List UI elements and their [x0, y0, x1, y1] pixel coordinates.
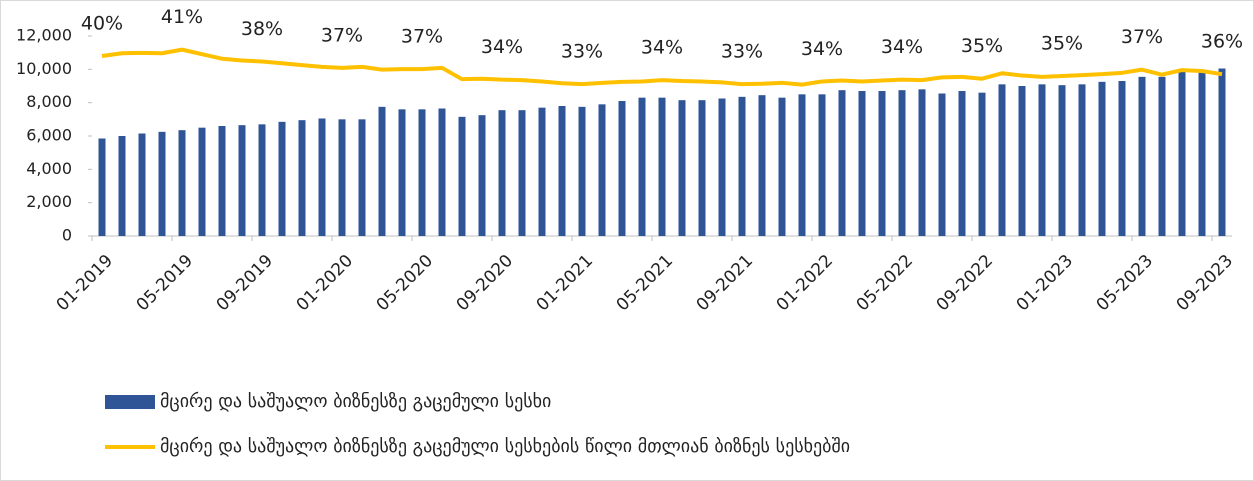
bar: [658, 97, 666, 237]
data-label: 35%: [961, 35, 1003, 57]
data-label: 34%: [641, 37, 683, 59]
bar: [1198, 71, 1206, 236]
data-label: 36%: [1201, 31, 1243, 53]
bar: [238, 125, 246, 236]
bar: [498, 110, 506, 236]
bar: [1038, 84, 1046, 236]
line: [101, 47, 1223, 87]
bar: [558, 106, 566, 236]
bar: [878, 91, 886, 236]
bar: [838, 90, 846, 237]
bar: [118, 136, 126, 236]
bar: [358, 119, 366, 236]
bar: [898, 90, 906, 237]
bar: [438, 108, 446, 236]
bar: [758, 95, 766, 237]
bar: [938, 93, 946, 236]
y-tick-label: 4,000: [26, 159, 72, 178]
y-tick-label: 0: [62, 226, 72, 245]
bar: [198, 127, 206, 236]
bar: [598, 104, 606, 236]
bar: [418, 109, 426, 236]
bar: [378, 106, 386, 236]
bar: [1178, 69, 1186, 236]
data-label: 33%: [561, 41, 603, 63]
bar: [258, 124, 266, 236]
data-label: 33%: [721, 41, 763, 63]
legend-label: მცირე და საშუალო ბიზნესზე გაცემული სესხე…: [160, 436, 850, 457]
bar: [1018, 86, 1026, 236]
bar: [818, 94, 826, 236]
bar: [958, 91, 966, 236]
bar: [798, 94, 806, 236]
bar: [678, 100, 686, 237]
data-label: 34%: [881, 36, 923, 58]
y-tick-label: 2,000: [26, 192, 72, 211]
bar: [638, 97, 646, 237]
data-label: 37%: [1121, 26, 1163, 48]
bar: [858, 91, 866, 236]
bar: [538, 107, 546, 237]
y-tick-label: 10,000: [16, 59, 72, 78]
y-tick-label: 8,000: [26, 92, 72, 111]
legend-swatch: [105, 395, 155, 409]
bar: [218, 126, 226, 236]
bar: [518, 110, 526, 236]
bar: [1098, 81, 1106, 236]
data-label: 37%: [321, 24, 363, 46]
bar: [738, 96, 746, 236]
data-label: 40%: [81, 13, 123, 35]
bar: [398, 109, 406, 236]
y-tick-label: 6,000: [26, 126, 72, 145]
bar: [298, 120, 306, 236]
bar: [278, 121, 286, 236]
legend-label: მცირე და საშუალო ბიზნესზე გაცემული სესხი: [160, 391, 551, 412]
bar: [458, 116, 466, 236]
bar: [1058, 85, 1066, 237]
data-label: 41%: [161, 6, 203, 28]
bar: [718, 98, 726, 236]
bar: [178, 130, 186, 236]
bar: [1158, 76, 1166, 236]
y-tick-label: 12,000: [16, 26, 72, 45]
bar: [998, 84, 1006, 236]
data-label: 35%: [1041, 33, 1083, 55]
bar: [478, 115, 486, 236]
bar: [578, 106, 586, 236]
bar: [918, 89, 926, 236]
bar: [778, 97, 786, 237]
bar: [338, 119, 346, 236]
bar: [618, 101, 626, 236]
bar: [1138, 76, 1146, 236]
bar: [1218, 68, 1226, 236]
bar: [318, 118, 326, 236]
data-label: 34%: [801, 38, 843, 60]
bar: [698, 100, 706, 237]
bar: [1078, 84, 1086, 236]
data-label: 38%: [241, 18, 283, 40]
bar: [978, 92, 986, 237]
bar: [138, 133, 146, 236]
bar: [158, 131, 166, 236]
data-label: 34%: [481, 36, 523, 58]
bar: [1118, 81, 1126, 236]
bar: [98, 138, 106, 236]
data-label: 37%: [401, 26, 443, 48]
